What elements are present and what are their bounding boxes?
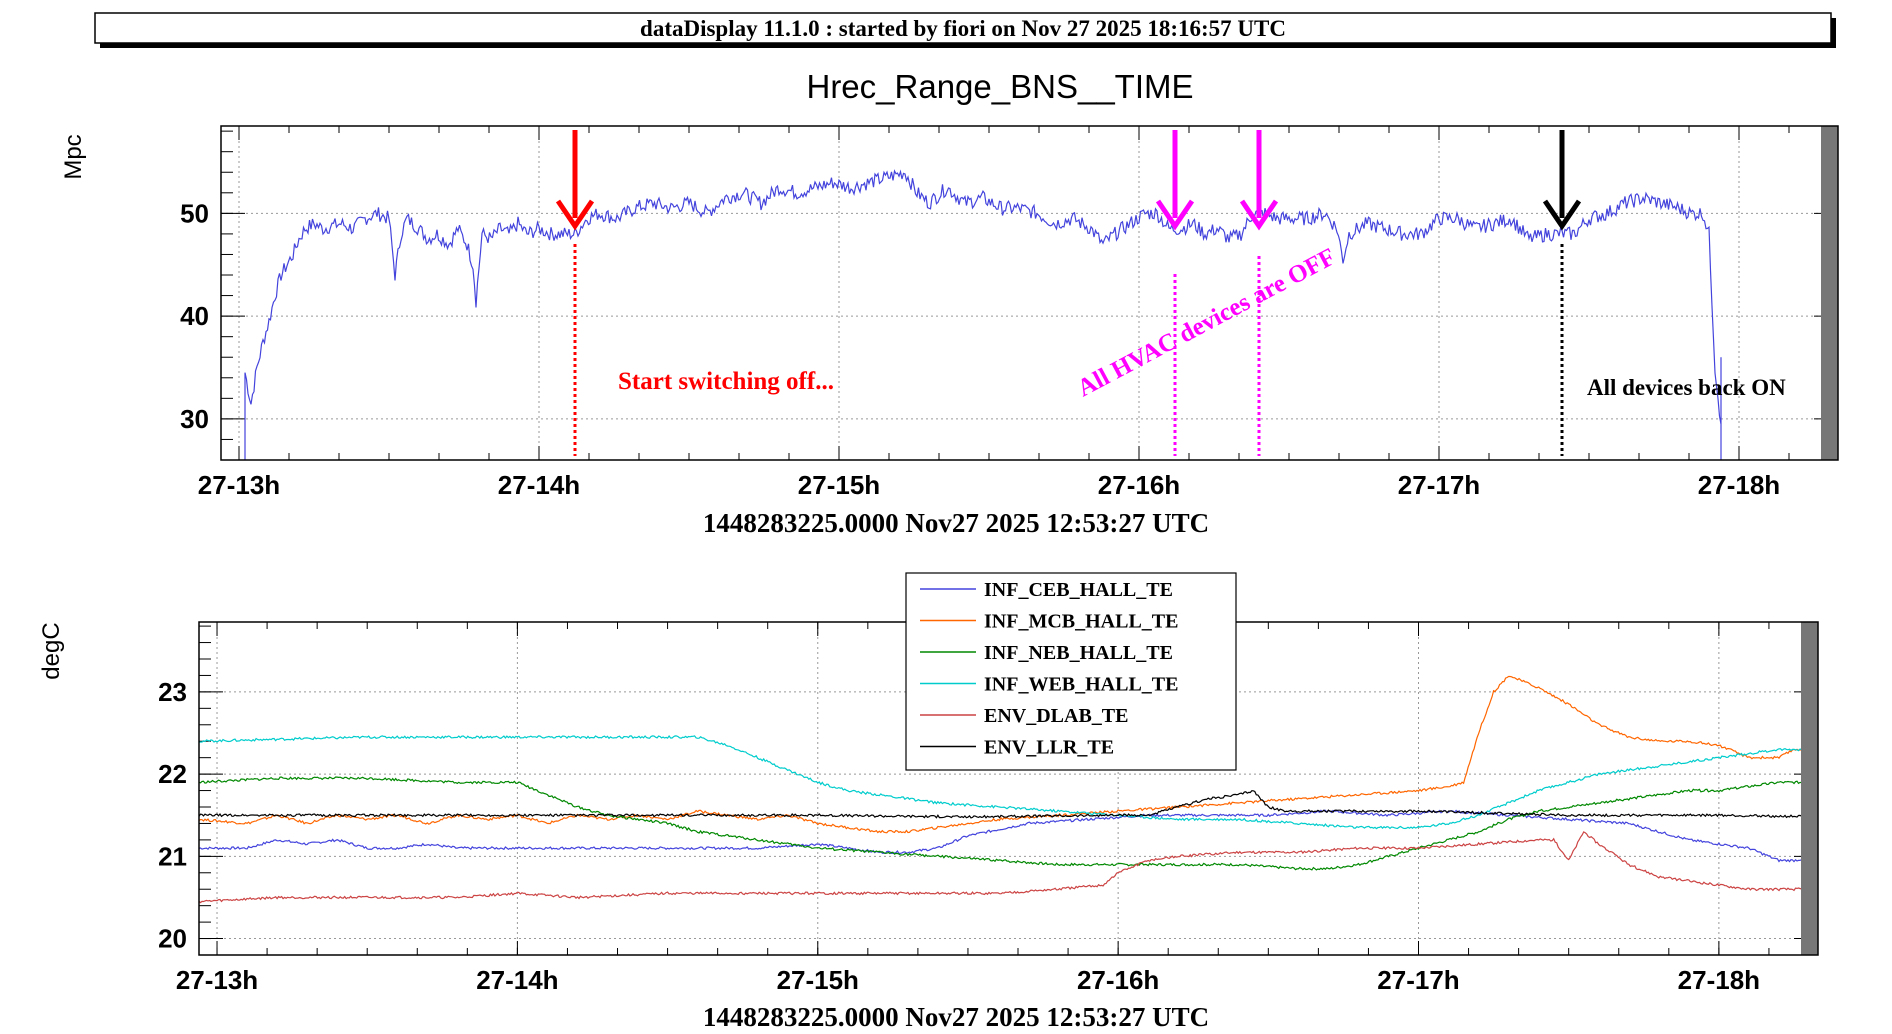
series-line-INF_CEB_HALL_TE: [198, 809, 1819, 863]
header-title: dataDisplay 11.1.0 : started by fiori on…: [640, 16, 1286, 41]
y-tick-label: 50: [180, 198, 209, 228]
top-plot-frame: [220, 125, 1839, 461]
annotation-start-switching-off: Start switching off...: [618, 368, 834, 395]
x-tick-label: 27-18h: [1678, 965, 1760, 995]
y-tick-label: 21: [158, 841, 187, 871]
y-tick-label: 22: [158, 759, 187, 789]
x-tick-label: 27-13h: [176, 965, 258, 995]
top-axis-ticks: 27-13h 27-14h 27-15h 27-16h 27-17h 27-18h 30 40…: [180, 126, 1838, 500]
legend-label: INF_NEB_HALL_TE: [984, 642, 1173, 664]
legend-box: [905, 572, 1237, 771]
y-tick-label: 30: [180, 404, 209, 434]
series-line-INF_MCB_HALL_TE: [198, 675, 1819, 834]
legend-label: ENV_DLAB_TE: [984, 705, 1128, 727]
plot-border: [220, 125, 1839, 461]
top-chart: Hrec_Range_BNS__TIME Mpc 1448283225.0000…: [60, 68, 1839, 538]
legend-label: INF_MCB_HALL_TE: [984, 611, 1178, 633]
series-line-ENV_LLR_TE: [198, 790, 1819, 819]
black-arrow: [1542, 130, 1582, 231]
red-arrow-head: [555, 199, 595, 231]
magenta-arrow-2-head: [1239, 199, 1279, 231]
legend-label: INF_CEB_HALL_TE: [984, 579, 1173, 601]
bottom-legend: INF_CEB_HALL_TE INF_MCB_HALL_TE INF_NEB_HA…: [905, 572, 1237, 771]
x-tick-label: 27-16h: [1098, 470, 1180, 500]
x-tick-label: 27-14h: [476, 965, 558, 995]
right-edge-band: [1801, 622, 1818, 955]
annotation-hvac-off: All HVAC devices are OFF: [1073, 243, 1340, 402]
top-chart-xlabel: 1448283225.0000 Nov27 2025 12:53:27 UTC: [703, 508, 1209, 538]
top-chart-title: Hrec_Range_BNS__TIME: [806, 68, 1193, 105]
x-tick-label: 27-18h: [1698, 470, 1780, 500]
red-arrow: [555, 130, 595, 231]
series-line-INF_WEB_HALL_TE: [198, 734, 1819, 830]
bottom-series: [198, 675, 1819, 904]
x-tick-label: 27-13h: [198, 470, 280, 500]
magenta-arrow-1: [1155, 130, 1195, 231]
top-chart-ylabel: Mpc: [60, 134, 87, 179]
top-annotations: Start switching off... All HVAC devices a…: [555, 130, 1786, 456]
series-line-0: [244, 169, 1722, 425]
legend-label: INF_WEB_HALL_TE: [984, 674, 1178, 696]
top-grid: [221, 126, 1838, 460]
black-arrow-head: [1542, 199, 1582, 231]
y-tick-label: 23: [158, 677, 187, 707]
y-tick-label: 40: [180, 301, 209, 331]
x-tick-label: 27-17h: [1377, 965, 1459, 995]
series-line-INF_NEB_HALL_TE: [198, 776, 1819, 871]
x-tick-label: 27-15h: [798, 470, 880, 500]
x-tick-label: 27-15h: [777, 965, 859, 995]
magenta-arrow-1-head: [1155, 199, 1195, 231]
annotation-devices-back-on: All devices back ON: [1587, 375, 1786, 400]
y-tick-label: 20: [158, 924, 187, 954]
bottom-chart: degC 1448283225.0000 Nov27 2025 12:53:27…: [38, 572, 1819, 1032]
bottom-chart-ylabel: degC: [38, 622, 65, 679]
magenta-arrow-2: [1239, 130, 1279, 231]
right-edge-band: [1821, 126, 1838, 460]
x-tick-label: 27-17h: [1398, 470, 1480, 500]
x-tick-label: 27-16h: [1077, 965, 1159, 995]
top-series: [244, 169, 1722, 460]
x-tick-label: 27-14h: [498, 470, 580, 500]
series-line-ENV_DLAB_TE: [198, 831, 1819, 904]
header-banner: dataDisplay 11.1.0 : started by fiori on…: [94, 12, 1836, 48]
bottom-chart-xlabel: 1448283225.0000 Nov27 2025 12:53:27 UTC: [703, 1002, 1209, 1032]
legend-label: ENV_LLR_TE: [984, 737, 1114, 759]
